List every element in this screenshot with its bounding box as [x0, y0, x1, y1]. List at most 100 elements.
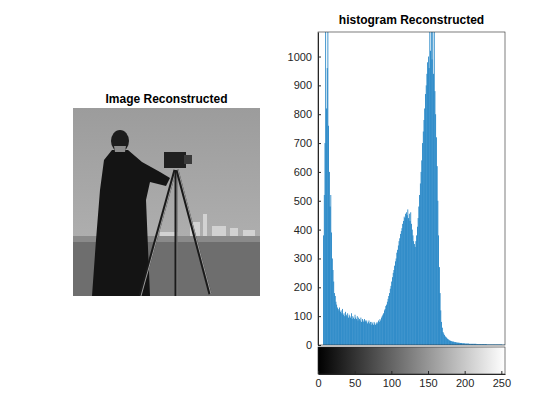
- bar: [353, 318, 355, 345]
- bar: [458, 343, 460, 345]
- tick: 100: [383, 371, 401, 389]
- axis-line: [318, 33, 319, 346]
- bar: [460, 343, 462, 345]
- tick-label: 0: [315, 377, 321, 389]
- bar: [325, 32, 327, 345]
- bar: [331, 258, 333, 345]
- bar: [441, 328, 443, 345]
- bar: [330, 195, 332, 345]
- tick-mark: [318, 230, 321, 231]
- bar: [354, 315, 356, 345]
- tick-mark: [318, 201, 321, 202]
- bar: [333, 282, 335, 345]
- bar: [461, 343, 463, 345]
- title: histogram Reconstructed: [339, 13, 484, 27]
- tick-mark: [428, 371, 429, 374]
- bar: [379, 319, 381, 345]
- figure: Image Reconstructed010020030040050060070…: [0, 0, 560, 420]
- bar: [351, 313, 353, 345]
- bar: [433, 32, 435, 345]
- tick-label: 800: [294, 108, 312, 120]
- bar: [440, 310, 442, 345]
- bar: [447, 339, 449, 345]
- tripod-highlight: [178, 170, 211, 294]
- tick-label: 200: [294, 281, 312, 293]
- tick-label: 0: [306, 339, 312, 351]
- tick: 250: [493, 371, 511, 389]
- tick-label: 250: [493, 377, 511, 389]
- bar: [443, 333, 445, 345]
- bar: [428, 57, 430, 345]
- bar: [429, 32, 431, 345]
- tick: 600: [294, 166, 321, 178]
- bar: [337, 307, 339, 345]
- bar: [410, 212, 412, 345]
- bar: [372, 323, 374, 345]
- bar: [448, 340, 450, 345]
- bar: [455, 342, 457, 345]
- bar: [438, 235, 440, 345]
- bar: [457, 343, 459, 345]
- tick-label: 200: [456, 377, 474, 389]
- lens: [184, 155, 192, 164]
- tick-label: 100: [383, 377, 401, 389]
- bars: [323, 32, 505, 345]
- tick-label: 150: [419, 377, 437, 389]
- tick-mark: [501, 371, 502, 374]
- person: [92, 150, 170, 296]
- bar: [430, 32, 432, 345]
- bar: [452, 342, 454, 345]
- tripod-leg: [175, 170, 178, 296]
- bar: [437, 201, 439, 345]
- colorbar: [318, 347, 505, 374]
- bar: [456, 342, 458, 345]
- tick: 500: [294, 195, 321, 207]
- tick: 100: [294, 310, 321, 322]
- bar: [376, 322, 378, 345]
- bar: [452, 342, 454, 345]
- bar: [336, 305, 338, 345]
- tick-mark: [318, 316, 321, 317]
- bar: [403, 217, 405, 345]
- tick-mark: [355, 371, 356, 374]
- tick-mark: [318, 57, 321, 58]
- sky: [73, 108, 260, 296]
- bar: [451, 341, 453, 345]
- face: [114, 146, 126, 152]
- tick: 150: [419, 371, 437, 389]
- tick: 800: [294, 108, 321, 120]
- bar: [444, 335, 446, 345]
- tripod-leg: [140, 170, 175, 296]
- tick-mark: [318, 143, 321, 144]
- tick-label: 50: [349, 377, 361, 389]
- bar: [366, 320, 368, 345]
- bar: [337, 309, 339, 345]
- x-axis: 0 50 100 150 200 250: [315, 371, 511, 389]
- tick-label: 900: [294, 79, 312, 91]
- bar: [343, 313, 345, 345]
- tripod-leg: [177, 170, 210, 294]
- bar: [439, 293, 441, 345]
- tick-label: 700: [294, 137, 312, 149]
- bar: [359, 319, 361, 345]
- bar: [347, 313, 349, 345]
- tick-label: 300: [294, 252, 312, 264]
- bar: [374, 323, 376, 345]
- tick-label: 100: [294, 310, 312, 322]
- head: [111, 130, 129, 152]
- tick-mark: [318, 345, 321, 346]
- camera: [164, 152, 186, 168]
- tick-mark: [391, 371, 392, 374]
- bar: [355, 318, 357, 345]
- tick-label: 1000: [288, 51, 312, 63]
- bar: [435, 114, 437, 345]
- bar: [349, 316, 351, 345]
- bar: [434, 91, 436, 345]
- bar: [436, 137, 438, 345]
- bar: [458, 343, 460, 345]
- bar: [364, 319, 366, 345]
- bar: [345, 312, 347, 345]
- bar: [413, 241, 415, 345]
- y-axis: 01002003004005006007008009001000: [288, 33, 321, 352]
- tick: 1000: [288, 51, 321, 63]
